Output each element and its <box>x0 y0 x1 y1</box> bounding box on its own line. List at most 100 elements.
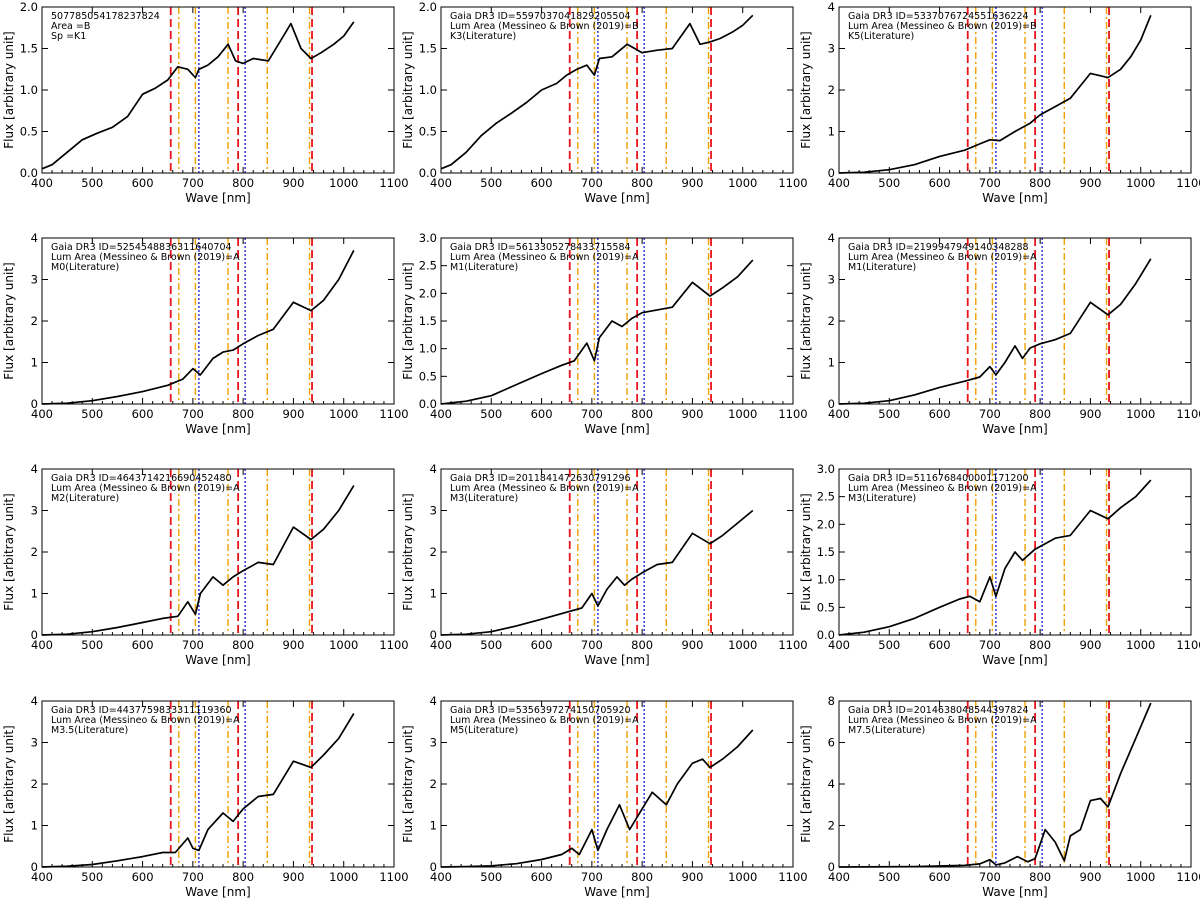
x-tick-label: 1000 <box>1126 870 1155 884</box>
x-tick-label: 500 <box>81 638 103 652</box>
x-tick-label: 400 <box>430 638 452 652</box>
spectrum-panel-7: 400 500 600 700 800 900 1000 1100 0 1 2 3 4 Wave [nm]… <box>2 462 409 667</box>
y-tick-label: 6 <box>828 736 835 750</box>
x-tick-label: 400 <box>430 176 452 190</box>
annotation-line-1: Gaia DR3 ID=5337076724551636224 <box>848 11 1029 22</box>
y-axis-label: Flux [arbitrary unit] <box>799 725 813 842</box>
annotation-line-3: M0(Literature) <box>51 262 119 273</box>
y-tick-label: 3 <box>31 504 38 518</box>
x-tick-label: 600 <box>531 638 553 652</box>
y-tick-label: 1 <box>31 356 38 370</box>
spectrum-line <box>440 14 754 170</box>
x-tick-label: 1100 <box>379 407 408 421</box>
x-tick-label: 900 <box>1079 638 1101 652</box>
y-tick-label: 4 <box>430 694 437 708</box>
x-axis-label: Wave [nm] <box>584 885 649 899</box>
x-tick-label: 1100 <box>778 638 807 652</box>
x-tick-label: 1000 <box>329 870 358 884</box>
y-tick-label: 3.0 <box>817 462 835 476</box>
annotation-line-3: K5(Literature) <box>848 31 914 42</box>
y-tick-label: 4 <box>31 231 38 245</box>
annotation-line-2: Lum Area (Messineo & Brown (2019)=A <box>450 252 639 263</box>
spectrum-panel-1: 400 500 600 700 800 900 1000 1100 0.0 0.5 1.0 1.5 2.… <box>2 0 409 205</box>
x-tick-label: 500 <box>878 638 900 652</box>
annotation-line-1: Gaia DR3 ID=5356397274150705920 <box>450 705 631 716</box>
x-tick-label: 800 <box>631 407 653 421</box>
y-tick-label: 2 <box>31 314 38 328</box>
spectrum-line <box>838 14 1152 174</box>
x-tick-label: 500 <box>81 870 103 884</box>
y-tick-label: 2 <box>430 545 437 559</box>
y-tick-label: 0.0 <box>20 166 38 180</box>
y-tick-label: 2.0 <box>817 517 835 531</box>
spectrum-line <box>440 259 754 405</box>
y-tick-label: 1.0 <box>817 573 835 587</box>
y-tick-label: 2 <box>430 777 437 791</box>
x-axis-label: Wave [nm] <box>982 191 1047 205</box>
y-tick-label: 0.5 <box>419 369 437 383</box>
x-tick-label: 700 <box>581 870 603 884</box>
x-tick-label: 800 <box>631 638 653 652</box>
y-axis-label: Flux [arbitrary unit] <box>2 262 16 379</box>
annotation-line-3: M5(Literature) <box>450 725 518 736</box>
spectrum-panel-2: 400 500 600 700 800 900 1000 1100 0.0 0.5 1.0 1.5 2.… <box>401 0 808 205</box>
y-tick-label: 1 <box>828 125 835 139</box>
x-tick-label: 900 <box>681 870 703 884</box>
x-tick-label: 400 <box>31 176 53 190</box>
x-tick-label: 500 <box>480 870 502 884</box>
x-tick-label: 1100 <box>778 407 807 421</box>
x-tick-label: 1100 <box>379 870 408 884</box>
annotation-line-2: Lum Area (Messineo & Brown (2019)=A <box>848 715 1037 726</box>
x-tick-label: 900 <box>1079 407 1101 421</box>
y-axis-label: Flux [arbitrary unit] <box>401 725 415 842</box>
x-tick-label: 1000 <box>329 176 358 190</box>
x-tick-label: 900 <box>681 176 703 190</box>
x-tick-label: 700 <box>581 407 603 421</box>
x-tick-label: 500 <box>81 176 103 190</box>
x-tick-label: 800 <box>1029 638 1051 652</box>
spectrum-panel-11: 400 500 600 700 800 900 1000 1100 0 1 2 3 4 Wave [nm]… <box>401 694 808 899</box>
x-tick-label: 900 <box>282 407 304 421</box>
plot-frame <box>41 6 395 174</box>
x-tick-label: 500 <box>878 176 900 190</box>
annotation-line-2: Lum Area (Messineo & Brown (2019)=A <box>51 483 240 494</box>
y-tick-label: 1.5 <box>817 545 835 559</box>
x-tick-label: 800 <box>232 638 254 652</box>
y-tick-label: 0 <box>430 628 437 642</box>
x-tick-label: 800 <box>232 870 254 884</box>
y-tick-label: 4 <box>31 694 38 708</box>
annotation-line-2: Lum Area (Messineo & Brown (2019)=B <box>450 21 639 32</box>
x-tick-label: 900 <box>282 870 304 884</box>
y-tick-label: 2 <box>31 777 38 791</box>
annotation-line-3: M1(Literature) <box>450 262 518 273</box>
spectrum-line <box>41 485 355 636</box>
x-tick-label: 1000 <box>728 870 757 884</box>
x-tick-label: 600 <box>929 407 951 421</box>
x-tick-label: 800 <box>631 176 653 190</box>
x-tick-label: 400 <box>828 176 850 190</box>
y-tick-label: 0 <box>828 860 835 874</box>
x-tick-label: 1100 <box>778 870 807 884</box>
x-tick-label: 700 <box>979 870 1001 884</box>
spectrum-panel-5: 400 500 600 700 800 900 1000 1100 0.0 0.5 1.0 1.5 2.… <box>401 231 808 436</box>
x-tick-label: 700 <box>979 407 1001 421</box>
y-tick-label: 1.5 <box>20 42 38 56</box>
x-tick-label: 1100 <box>1176 407 1200 421</box>
x-tick-label: 600 <box>531 176 553 190</box>
annotation-line-1: Gaia DR3 ID=2199947949140348288 <box>848 242 1029 253</box>
x-tick-label: 400 <box>828 870 850 884</box>
x-tick-label: 700 <box>182 176 204 190</box>
spectrum-panel-12: 400 500 600 700 800 900 1000 1100 0 2 4 6 8 Wave [nm]… <box>799 694 1200 899</box>
x-tick-label: 900 <box>1079 176 1101 190</box>
x-axis-label: Wave [nm] <box>185 191 250 205</box>
x-tick-label: 1000 <box>728 638 757 652</box>
x-tick-label: 1000 <box>1126 176 1155 190</box>
x-tick-label: 700 <box>979 638 1001 652</box>
x-tick-label: 1100 <box>778 176 807 190</box>
x-tick-label: 1100 <box>379 176 408 190</box>
y-axis-label: Flux [arbitrary unit] <box>2 493 16 610</box>
x-tick-label: 1100 <box>1176 638 1200 652</box>
annotation-line-3: K3(Literature) <box>450 31 516 42</box>
y-tick-label: 0.5 <box>419 125 437 139</box>
spectrum-panel-4: 400 500 600 700 800 900 1000 1100 0 1 2 3 4 Wave [nm]… <box>2 231 409 436</box>
